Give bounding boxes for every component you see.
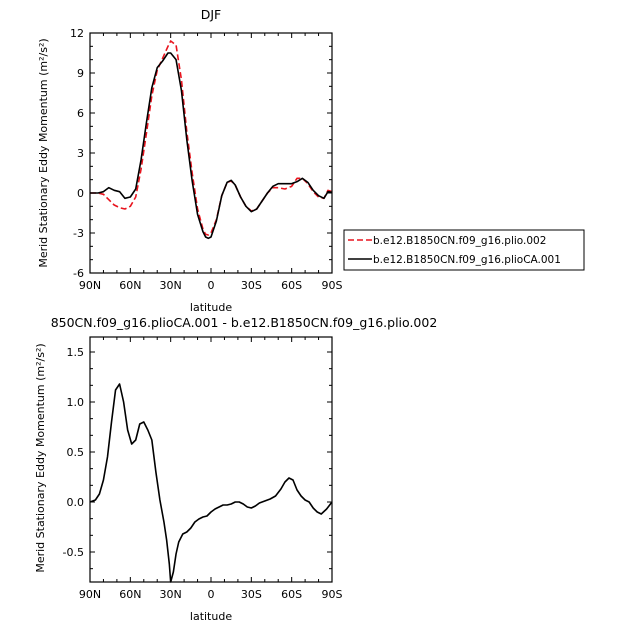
x-tick-label: 30S bbox=[241, 279, 262, 292]
top-panel: DJF 90N 60N 30N 0 30S 60S 90S -6 -3 0 3 6 9 12 latitu… bbox=[37, 7, 343, 314]
legend-label-plioca: b.e12.B1850CN.f09_g16.plioCA.001 bbox=[373, 254, 561, 266]
legend-box bbox=[343, 229, 585, 271]
bottom-chart-title: 850CN.f09_g16.plioCA.001 - b.e12.B1850CN… bbox=[51, 315, 438, 330]
y-tick-label: 0 bbox=[77, 187, 84, 200]
y-tick-label: 1.0 bbox=[67, 396, 85, 409]
series-line-1-0 bbox=[89, 383, 333, 583]
y-tick-label: -6 bbox=[73, 267, 84, 280]
x-tick-label: 0 bbox=[208, 588, 215, 601]
y-tick-label: 0.5 bbox=[67, 446, 85, 459]
x-tick-label: 0 bbox=[208, 279, 215, 292]
y-tick-label: -3 bbox=[73, 227, 84, 240]
y-tick-label: 6 bbox=[77, 107, 84, 120]
y-tick-label: 0.0 bbox=[67, 496, 85, 509]
x-tick-label: 30N bbox=[160, 279, 182, 292]
x-tick-label: 60S bbox=[281, 279, 302, 292]
x-tick-label: 30N bbox=[160, 588, 182, 601]
top-chart-title: DJF bbox=[201, 7, 222, 22]
x-tick-label: 30S bbox=[241, 588, 262, 601]
legend: b.e12.B1850CN.f09_g16.plio.002 b.e12.B18… bbox=[343, 229, 585, 271]
x-tick-label: 60N bbox=[119, 588, 141, 601]
x-tick-label: 90N bbox=[79, 588, 101, 601]
x-tick-label: 60N bbox=[119, 279, 141, 292]
y-tick-label: 9 bbox=[77, 67, 84, 80]
x-tick-label: 60S bbox=[281, 588, 302, 601]
y-tick-label: 3 bbox=[77, 147, 84, 160]
y-tick-label: 12 bbox=[70, 27, 84, 40]
bottom-x-axis-label: latitude bbox=[190, 610, 232, 623]
series-line-0-1 bbox=[90, 52, 333, 240]
top-y-axis-label: Merid Stationary Eddy Momentum (m²/s²) bbox=[37, 38, 50, 267]
bottom-plot-frame bbox=[89, 336, 333, 583]
bottom-panel: 850CN.f09_g16.plioCA.001 - b.e12.B1850CN… bbox=[34, 315, 437, 623]
x-tick-label: 90S bbox=[322, 588, 343, 601]
y-tick-label: 1.5 bbox=[67, 346, 85, 359]
x-tick-label: 90N bbox=[79, 279, 101, 292]
legend-label-plio: b.e12.B1850CN.f09_g16.plio.002 bbox=[373, 235, 546, 247]
series-line-0-0 bbox=[90, 40, 333, 236]
y-tick-label: -0.5 bbox=[63, 546, 84, 559]
bottom-y-axis-label: Merid Stationary Eddy Momentum (m²/s²) bbox=[34, 343, 47, 572]
top-x-axis-label: latitude bbox=[190, 301, 232, 314]
x-tick-label: 90S bbox=[322, 279, 343, 292]
